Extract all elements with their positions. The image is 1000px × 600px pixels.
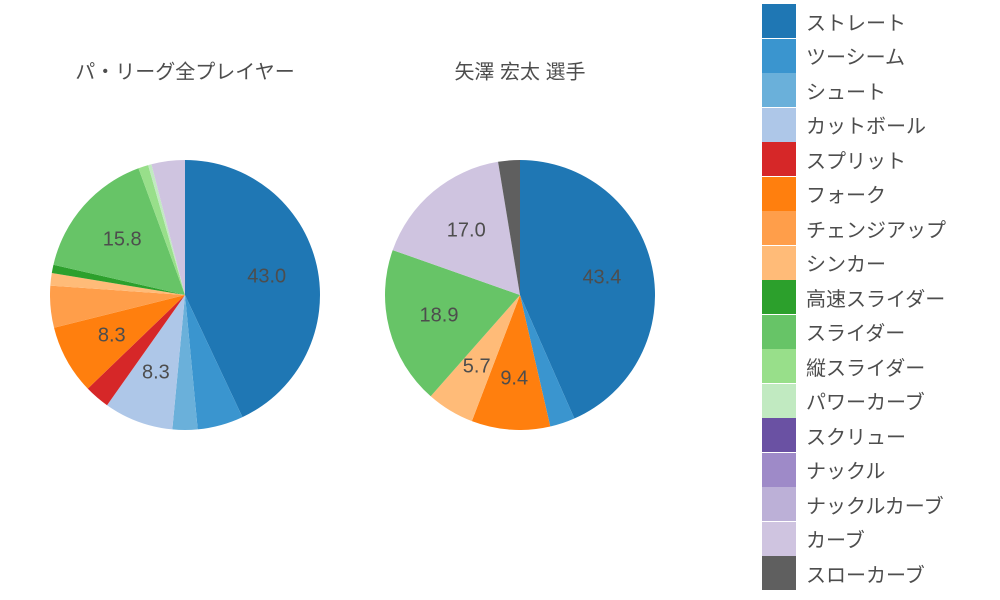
pie-svg <box>50 160 320 430</box>
pie-svg <box>385 160 655 430</box>
legend-label: チェンジアップ <box>806 214 946 243</box>
legend-item: ストレート <box>762 4 992 39</box>
legend-swatch <box>762 384 796 418</box>
legend-swatch <box>762 4 796 38</box>
legend-item: シュート <box>762 73 992 108</box>
legend-item: スライダー <box>762 315 992 350</box>
legend-label: ストレート <box>806 7 906 36</box>
legend-item: カーブ <box>762 522 992 557</box>
legend: ストレートツーシームシュートカットボールスプリットフォークチェンジアップシンカー… <box>762 0 992 600</box>
legend-item: シンカー <box>762 246 992 281</box>
legend-swatch <box>762 73 796 107</box>
legend-swatch <box>762 418 796 452</box>
legend-item: ナックルカーブ <box>762 487 992 522</box>
legend-label: 縦スライダー <box>806 352 925 381</box>
legend-item: フォーク <box>762 177 992 212</box>
legend-swatch <box>762 211 796 245</box>
legend-item: パワーカーブ <box>762 384 992 419</box>
pie-title-right: 矢澤 宏太 選手 <box>454 56 585 85</box>
legend-swatch <box>762 246 796 280</box>
legend-item: カットボール <box>762 108 992 143</box>
legend-swatch <box>762 280 796 314</box>
legend-item: ナックル <box>762 453 992 488</box>
legend-swatch <box>762 108 796 142</box>
legend-label: パワーカーブ <box>806 386 925 415</box>
legend-label: シンカー <box>806 248 886 277</box>
legend-item: スクリュー <box>762 418 992 453</box>
legend-item: ツーシーム <box>762 39 992 74</box>
legend-swatch <box>762 177 796 211</box>
legend-swatch <box>762 39 796 73</box>
legend-label: ナックルカーブ <box>806 490 944 519</box>
pie-chart-left: 43.08.38.315.8 <box>50 160 320 430</box>
legend-swatch <box>762 315 796 349</box>
legend-label: フォーク <box>806 179 886 208</box>
pie-title-left: パ・リーグ全プレイヤー <box>75 56 294 85</box>
legend-item: チェンジアップ <box>762 211 992 246</box>
legend-label: スライダー <box>806 317 905 346</box>
legend-item: 縦スライダー <box>762 349 992 384</box>
legend-swatch <box>762 453 796 487</box>
legend-swatch <box>762 349 796 383</box>
legend-label: ツーシーム <box>806 41 905 70</box>
legend-label: カーブ <box>806 524 865 553</box>
legend-label: シュート <box>806 76 886 105</box>
legend-swatch <box>762 142 796 176</box>
legend-label: 高速スライダー <box>806 283 945 312</box>
legend-label: スプリット <box>806 145 906 174</box>
legend-label: カットボール <box>806 110 926 139</box>
legend-label: スローカーブ <box>806 559 925 588</box>
legend-swatch <box>762 487 796 521</box>
legend-item: スローカーブ <box>762 556 992 591</box>
legend-label: スクリュー <box>806 421 906 450</box>
chart-stage: パ・リーグ全プレイヤー 矢澤 宏太 選手 43.08.38.315.8 43.4… <box>0 0 1000 600</box>
legend-label: ナックル <box>806 455 885 484</box>
pie-chart-right: 43.49.45.718.917.0 <box>385 160 655 430</box>
legend-item: 高速スライダー <box>762 280 992 315</box>
legend-swatch <box>762 556 796 590</box>
legend-swatch <box>762 522 796 556</box>
legend-item: スプリット <box>762 142 992 177</box>
